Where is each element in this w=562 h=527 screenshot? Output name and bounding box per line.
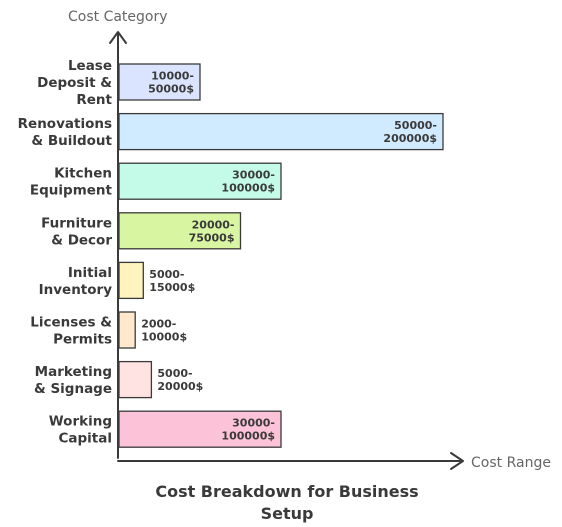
data-label-0: 10000-50000$ [148, 70, 194, 96]
data-label-7: 30000-100000$ [221, 417, 275, 443]
y-axis-arrow-icon [109, 31, 127, 44]
category-label-0: Lease Deposit & Rent [37, 58, 112, 108]
bar-4 [118, 261, 144, 300]
bar-3 [118, 212, 242, 250]
y-axis-title: Cost Category [68, 9, 168, 25]
category-label-2: Kitchen Equipment [30, 166, 113, 199]
category-label-3: Furniture & Decor [41, 215, 112, 248]
data-labels: 10000-50000$ 50000-200000$ 30000-100000$ 20… [141, 70, 437, 443]
data-label-5: 2000-10000$ [141, 318, 187, 344]
chart-title: Cost Breakdown for Business Setup [155, 482, 418, 523]
category-labels: Lease Deposit & Rent Renovations & Buildout K… [18, 58, 113, 447]
category-label-1: Renovations & Buildout [18, 116, 113, 149]
chart-bars [118, 63, 444, 448]
data-label-3: 20000-75000$ [189, 218, 235, 244]
bar-1 [118, 112, 444, 151]
category-label-6: Marketing & Signage [34, 364, 112, 397]
data-label-2: 30000-100000$ [221, 169, 275, 195]
bar-7 [118, 410, 282, 448]
x-axis-title: Cost Range [471, 455, 551, 471]
bar-5 [118, 311, 136, 349]
bar-2 [118, 162, 282, 200]
bar-6 [118, 360, 153, 399]
category-label-4: Initial Inventory [39, 265, 113, 298]
data-label-4: 5000-15000$ [149, 268, 195, 294]
x-axis-arrow-icon [450, 452, 464, 470]
category-label-5: Licenses & Permits [30, 315, 112, 348]
data-label-1: 50000-200000$ [383, 119, 437, 145]
category-label-7: Working Capital [49, 414, 112, 447]
data-label-6: 5000-20000$ [157, 367, 203, 393]
